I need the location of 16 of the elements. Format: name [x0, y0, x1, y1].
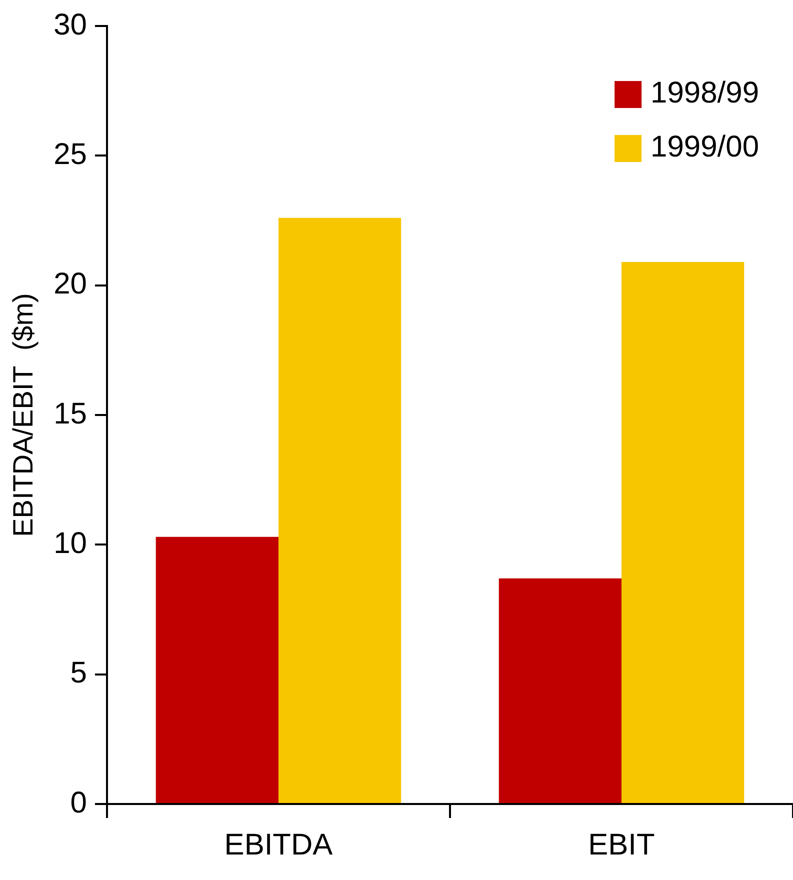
- y-tick-label: 10: [54, 526, 87, 560]
- legend-label: 1999/00: [650, 130, 760, 164]
- x-tick-label: EBITDA: [224, 828, 333, 862]
- y-axis-title: EBITDA/EBIT ($m): [8, 293, 39, 537]
- y-tick-label: 15: [54, 397, 87, 430]
- y-tick-label: 30: [54, 8, 87, 42]
- y-tick-label: 25: [54, 138, 87, 171]
- x-tick-label: EBIT: [588, 828, 655, 862]
- y-tick-label: 5: [70, 656, 87, 690]
- y-tick-label: 20: [54, 268, 87, 301]
- legend-label: 1998/99: [650, 76, 760, 110]
- bar: [498, 578, 622, 803]
- y-tick-label: 0: [70, 786, 87, 820]
- bar: [156, 536, 278, 803]
- bar: [278, 218, 402, 803]
- bar: [621, 262, 744, 803]
